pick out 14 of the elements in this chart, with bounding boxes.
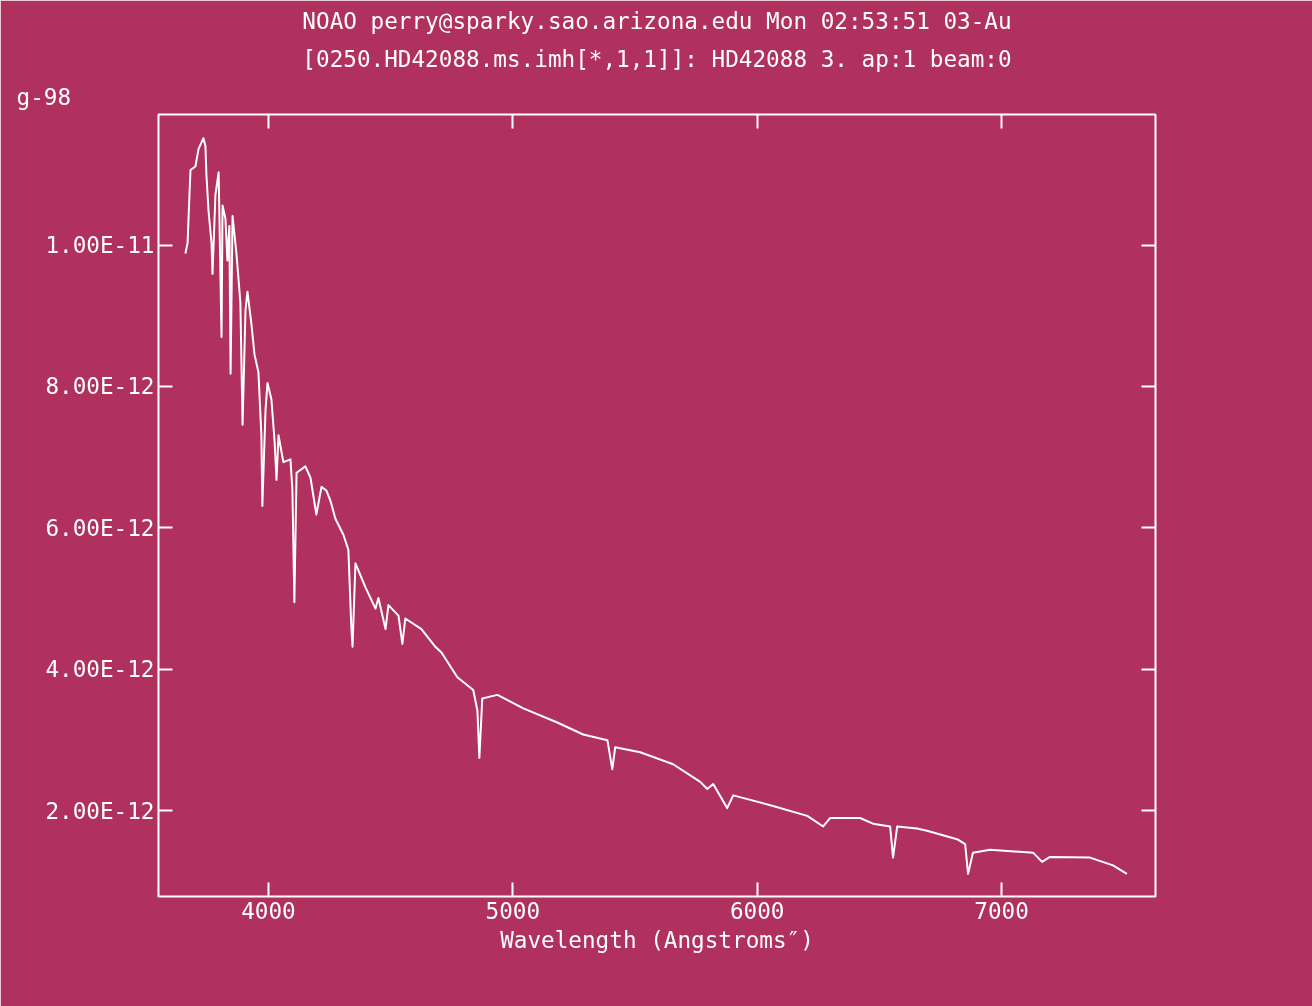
x-tick-label: 6000 bbox=[729, 897, 785, 924]
y-tick-label: 2.00E-12 bbox=[45, 797, 155, 824]
y-tick-label: 8.00E-12 bbox=[45, 373, 155, 400]
chart-subtitle: [0250.HD42088.ms.imh[*,1,1]]: HD42088 3. ap:1 beam:0 bbox=[302, 45, 1012, 72]
y-tick-label: 1.00E-11 bbox=[45, 232, 155, 259]
x-tick-label: 5000 bbox=[485, 897, 541, 924]
y-tick-label: 4.00E-12 bbox=[45, 656, 155, 683]
x-tick-label: 4000 bbox=[241, 897, 296, 924]
x-axis-title: Wavelength (Angstroms″) bbox=[500, 926, 814, 953]
text: g-98 bbox=[16, 83, 72, 110]
y-tick-label: 6.00E-12 bbox=[45, 514, 155, 541]
x-tick-label: 7000 bbox=[974, 897, 1029, 924]
line-series bbox=[184, 137, 1128, 875]
chart-title: NOAO perry@sparky.sao.arizona.edu Mon 02:53:51 03-Au bbox=[302, 7, 1012, 34]
